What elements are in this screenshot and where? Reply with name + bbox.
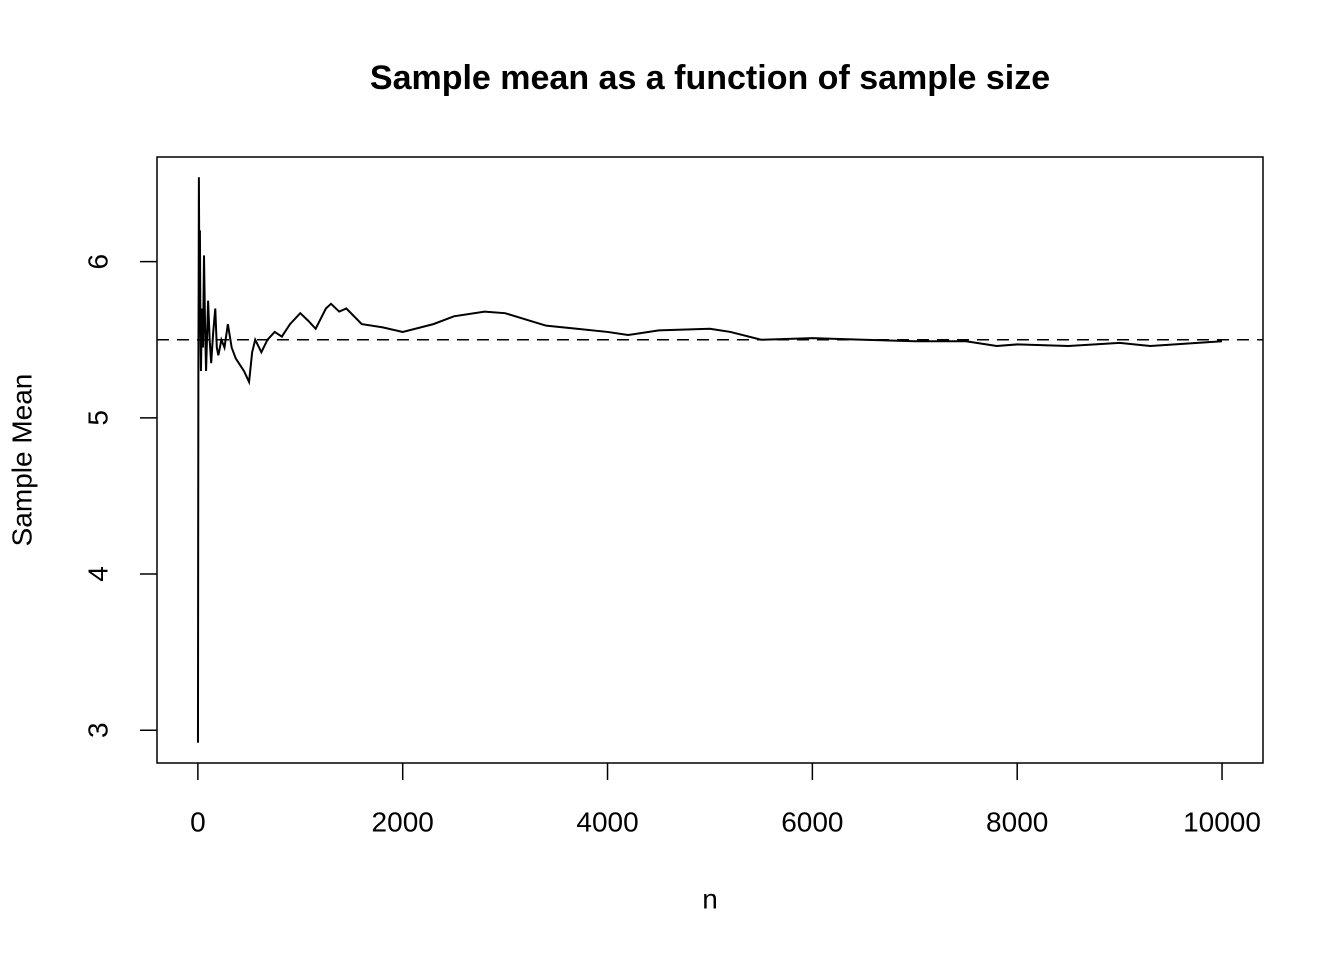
y-tick-label: 4 [82, 566, 113, 582]
chart-title: Sample mean as a function of sample size [370, 59, 1050, 97]
x-tick-label: 0 [190, 806, 206, 837]
y-tick-label: 3 [82, 722, 113, 738]
x-tick-label: 8000 [986, 806, 1048, 837]
x-tick-label: 6000 [781, 806, 843, 837]
x-tick-label: 4000 [576, 806, 638, 837]
y-tick-label: 6 [82, 254, 113, 270]
x-tick-label: 10000 [1183, 806, 1261, 837]
x-tick-label: 2000 [372, 806, 434, 837]
y-axis-label: Sample Mean [6, 374, 37, 547]
x-axis-label: n [702, 883, 718, 914]
data-line [196, 177, 1223, 743]
y-tick-label: 5 [82, 410, 113, 426]
plot-box [156, 156, 1264, 764]
